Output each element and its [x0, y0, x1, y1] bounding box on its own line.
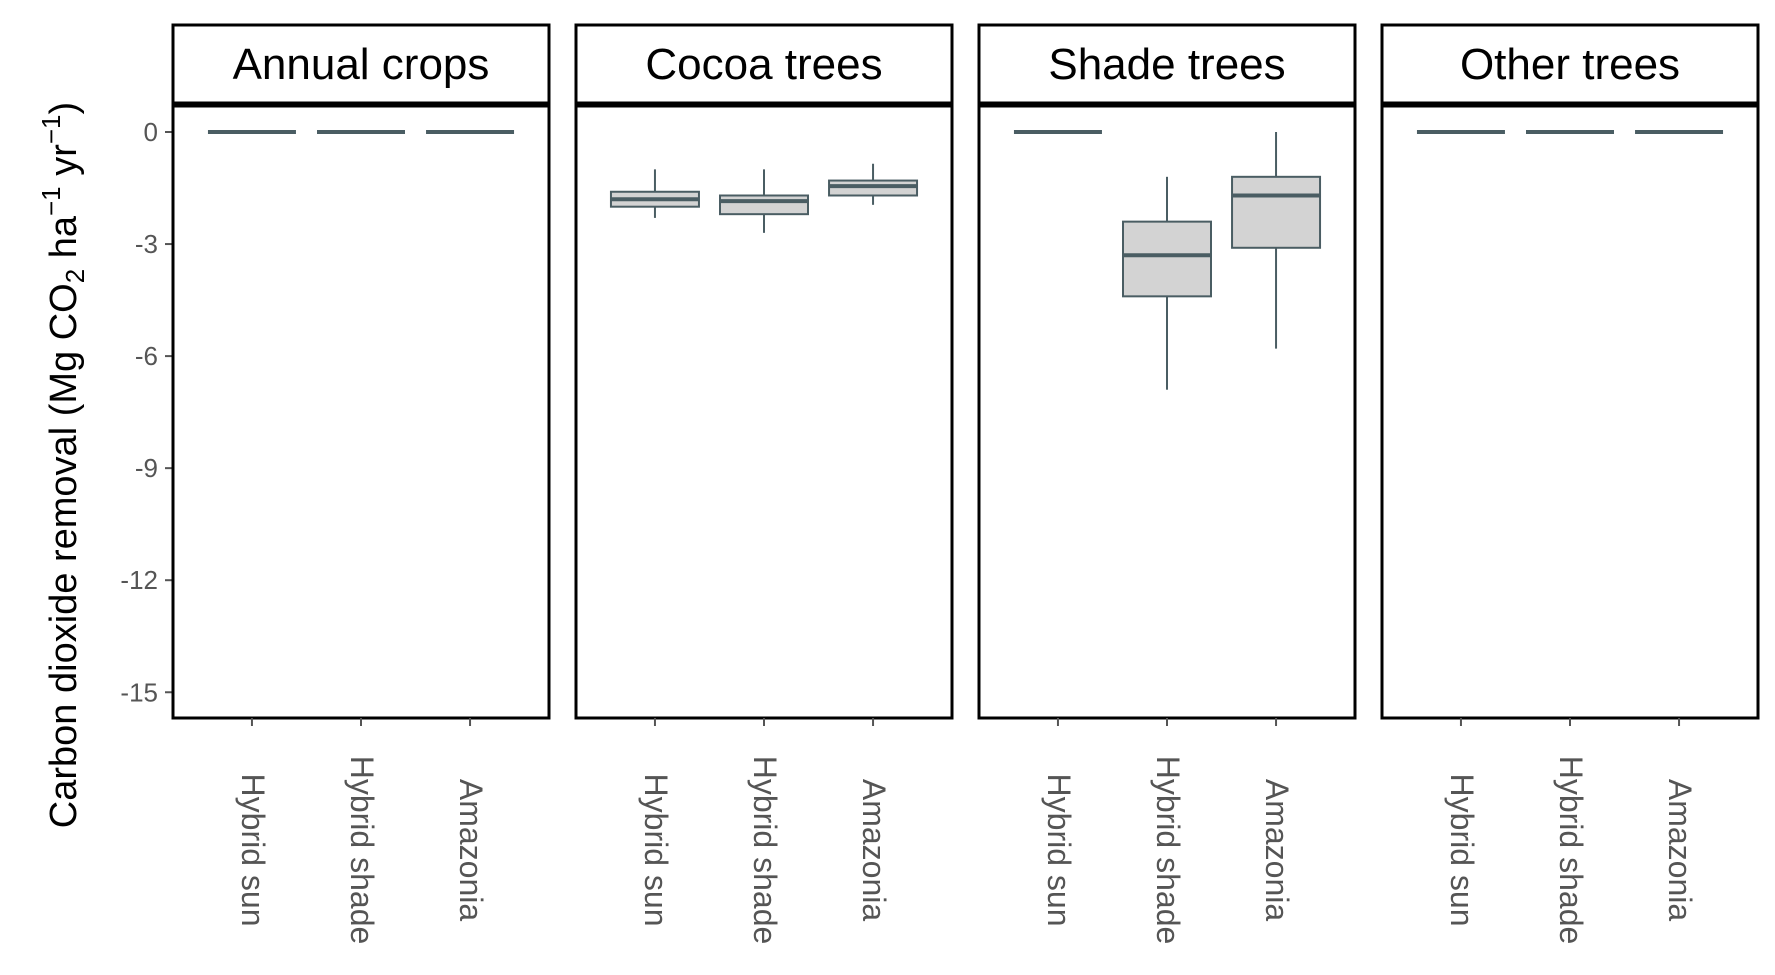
- facet-panel: Annual crops Hybrid sun Hybrid shade Amazon…: [171, 23, 551, 945]
- facet-strip: [574, 23, 954, 105]
- facet-panel: Other trees Hybrid sun Hybrid shade Amazoni…: [1380, 23, 1760, 945]
- facet-plot-area: [1380, 104, 1760, 720]
- y-title-subscript: 2: [60, 269, 90, 283]
- x-tick-label: Amazonia: [856, 779, 892, 922]
- facet-panel: Shade trees Hybrid sun Hybrid shade Amazoni…: [977, 23, 1357, 945]
- x-tick-label: Amazonia: [453, 779, 489, 922]
- y-title-close: ): [43, 102, 85, 115]
- y-tick-label: 0: [144, 117, 158, 147]
- y-axis: 0 -3 -6 -9 -12 -15: [120, 117, 173, 707]
- facet-strip: [1380, 23, 1760, 105]
- facet-title: Cocoa trees: [645, 40, 882, 89]
- y-tick-label: -9: [135, 453, 158, 483]
- box-body: [1122, 220, 1212, 298]
- facet-panels: Annual crops Hybrid sun Hybrid shade Amazon…: [171, 23, 1760, 945]
- facet-panel: Cocoa trees Hybrid sun Hybrid shade Amazoni…: [574, 23, 954, 945]
- facet-plot-area: [171, 104, 551, 720]
- y-tick-label: -3: [135, 229, 158, 259]
- y-title-superscript: −1: [36, 186, 66, 216]
- x-tick-label: Hybrid shade: [344, 756, 380, 945]
- y-axis-label: Carbon dioxide removal (Mg CO2 ha−1 yr−1…: [36, 102, 90, 828]
- facet-strip: [977, 23, 1357, 105]
- x-tick-label: Amazonia: [1662, 779, 1698, 922]
- x-tick-label: Hybrid shade: [747, 756, 783, 945]
- facet-strip: [171, 23, 551, 105]
- y-title-ha: ha: [43, 215, 85, 269]
- facet-title: Annual crops: [233, 40, 490, 89]
- y-tick-label: -6: [135, 341, 158, 371]
- x-tick-label: Hybrid sun: [1444, 774, 1480, 927]
- box-body: [1231, 175, 1322, 249]
- box-body: [719, 194, 809, 216]
- x-tick-label: Hybrid sun: [235, 774, 271, 927]
- y-tick-label: -12: [120, 565, 158, 595]
- y-title-main: Carbon dioxide removal (Mg CO: [43, 283, 85, 828]
- facet-title: Other trees: [1460, 40, 1680, 89]
- y-axis-title: Carbon dioxide removal (Mg CO2 ha−1 yr−1…: [36, 102, 90, 828]
- y-tick-label: -15: [120, 677, 158, 707]
- x-tick-label: Hybrid shade: [1150, 756, 1186, 945]
- y-title-yr: yr: [43, 144, 85, 187]
- x-tick-label: Hybrid shade: [1553, 756, 1589, 945]
- x-tick-label: Hybrid sun: [1041, 774, 1077, 927]
- facet-title: Shade trees: [1048, 40, 1285, 89]
- y-title-superscript: −1: [36, 114, 66, 144]
- x-tick-label: Amazonia: [1259, 779, 1295, 922]
- x-tick-label: Hybrid sun: [638, 774, 674, 927]
